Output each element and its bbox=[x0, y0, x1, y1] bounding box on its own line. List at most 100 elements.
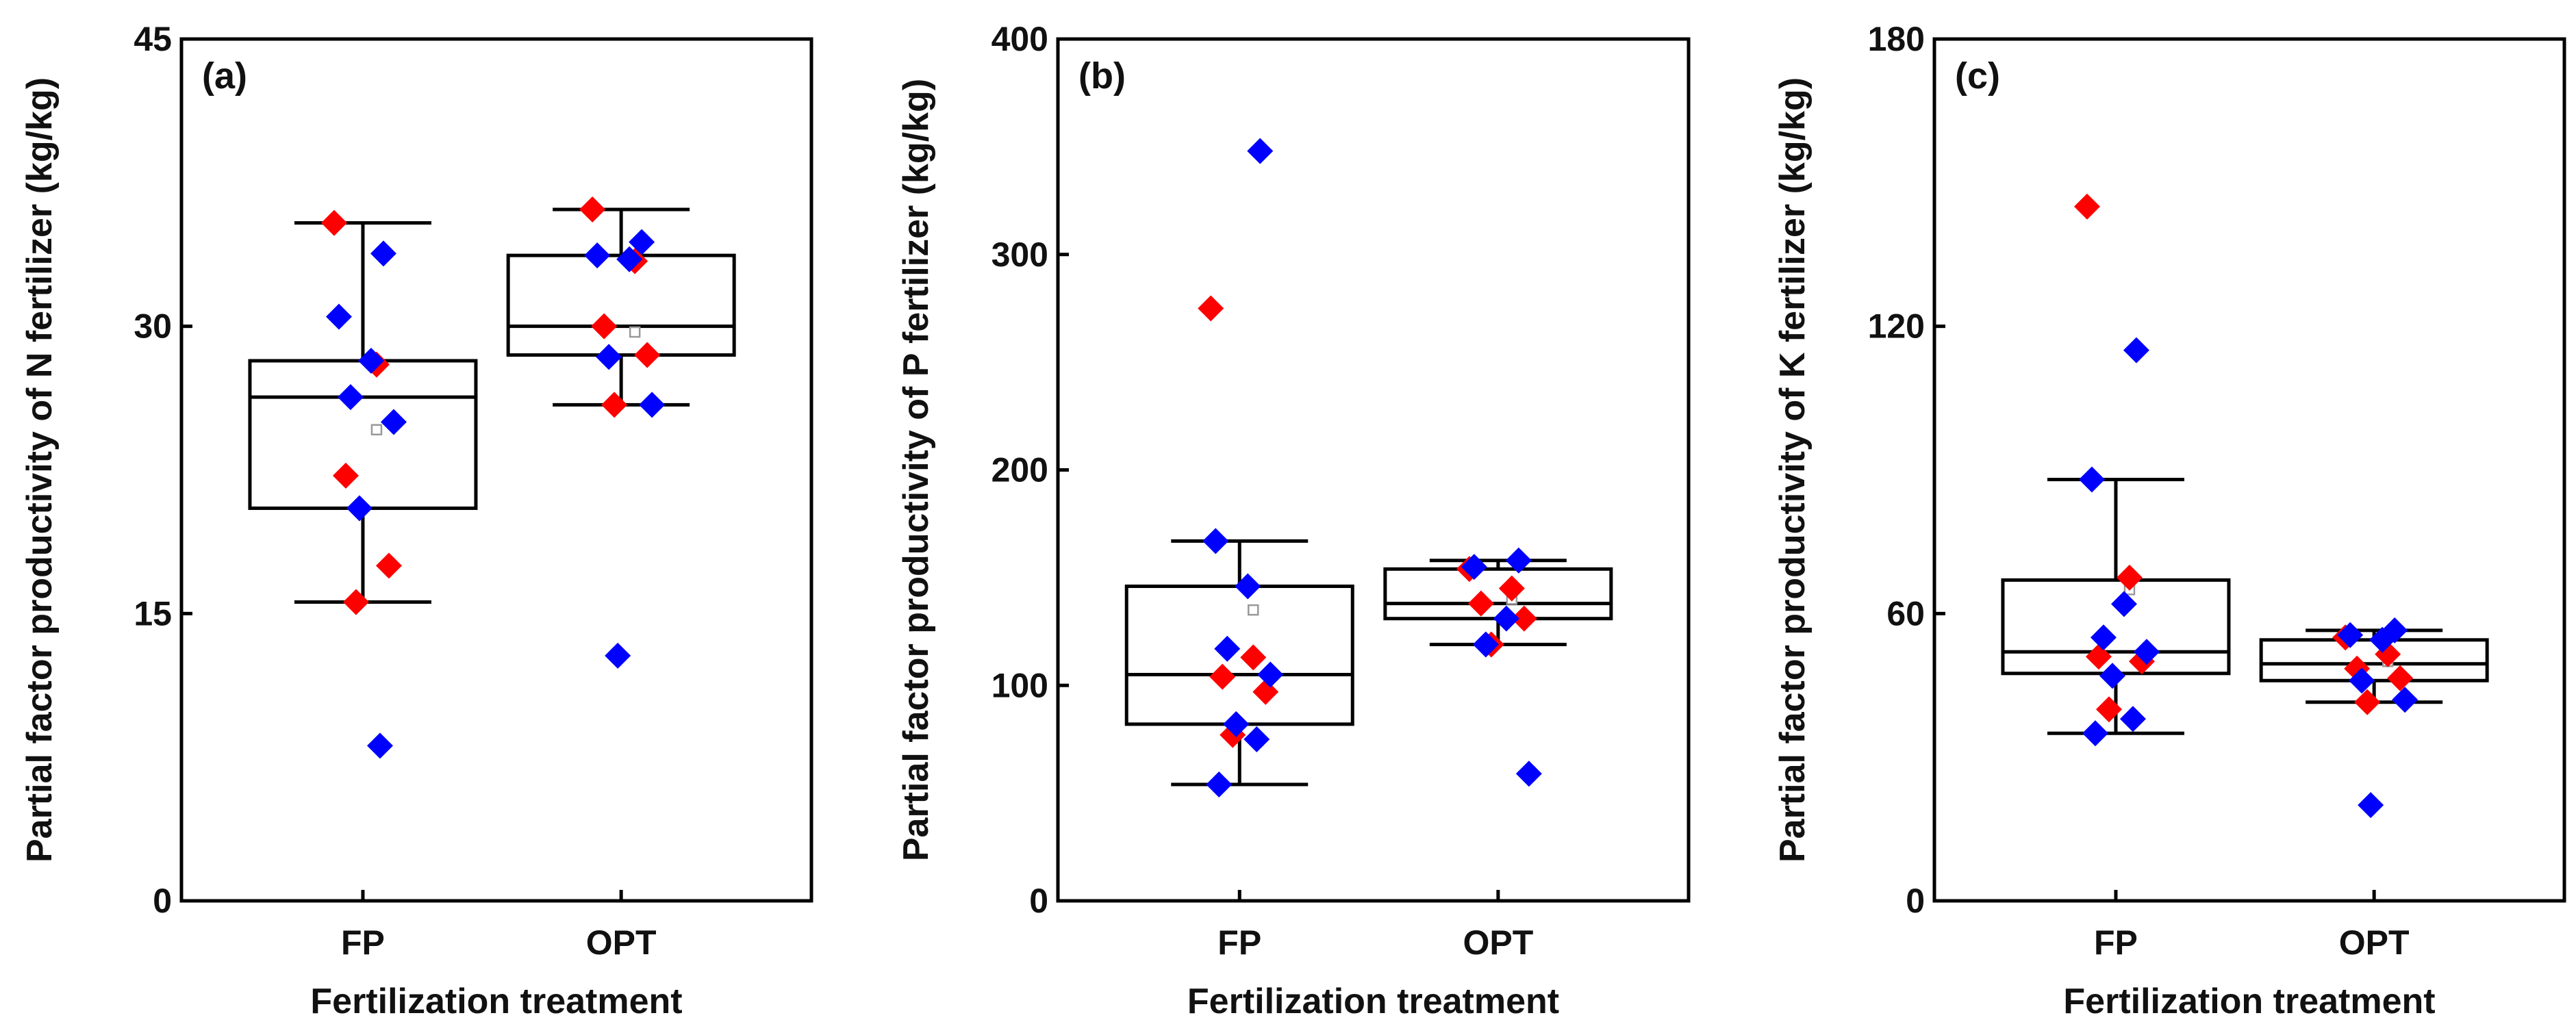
box-OPT bbox=[1383, 559, 1613, 646]
y-tick-label: 120 bbox=[1868, 307, 1925, 346]
data-point-blue bbox=[2392, 687, 2419, 713]
box-mean-marker bbox=[629, 326, 641, 338]
data-point-blue bbox=[1515, 761, 1542, 787]
data-point-blue bbox=[2358, 792, 2384, 819]
x-axis-title: Fertilization treatment bbox=[1187, 982, 1559, 1021]
y-tick-label: 0 bbox=[1029, 882, 1048, 920]
data-point-red bbox=[1467, 590, 1494, 617]
data-point-red bbox=[2116, 564, 2143, 591]
data-point-red bbox=[342, 589, 369, 615]
x-axis-title: Fertilization treatment bbox=[310, 982, 682, 1021]
y-tick-label: 0 bbox=[153, 882, 172, 920]
data-point-red bbox=[2387, 665, 2414, 691]
data-point-blue bbox=[1257, 661, 1284, 688]
box-iqr bbox=[2259, 638, 2489, 682]
y-tick-label: 30 bbox=[134, 307, 172, 346]
data-point-blue bbox=[2082, 720, 2108, 747]
box-FP bbox=[248, 221, 478, 604]
data-point-blue bbox=[1505, 547, 1532, 574]
box-FP bbox=[1124, 539, 1354, 787]
y-tick-label: 100 bbox=[992, 666, 1048, 704]
x-tick-label: FP bbox=[341, 923, 385, 962]
y-axis-title: Partial factor productivity of N fertili… bbox=[20, 77, 60, 863]
data-point-red bbox=[579, 196, 606, 223]
y-axis-title: Partial factor productivity of P fertili… bbox=[896, 79, 936, 861]
data-point-blue bbox=[616, 246, 643, 272]
data-point-blue bbox=[1202, 528, 1229, 554]
panel-2: 0 100 200 300 400 FP OPT Fertilization treatmen… bbox=[896, 20, 1691, 1021]
data-point-blue bbox=[1493, 605, 1519, 632]
box-OPT bbox=[506, 207, 736, 407]
data-point-blue bbox=[2099, 663, 2125, 689]
data-point-blue bbox=[639, 392, 666, 418]
box-mean-marker bbox=[1247, 604, 1259, 616]
panel-3: 0 60 120 180 FP OPT Fertilization treatment Par… bbox=[1773, 20, 2566, 1021]
x-axis-title: Fertilization treatment bbox=[2063, 982, 2435, 1021]
data-point-blue bbox=[346, 495, 372, 522]
data-point-red bbox=[634, 342, 661, 368]
data-point-blue bbox=[596, 344, 622, 370]
y-tick-label: 45 bbox=[134, 20, 172, 58]
data-point-blue bbox=[325, 303, 352, 330]
data-point-blue bbox=[1223, 711, 1250, 737]
data-point-red bbox=[320, 209, 347, 236]
x-tick-label: OPT bbox=[586, 923, 657, 962]
plot-frame bbox=[1056, 37, 1691, 903]
data-point-blue bbox=[1461, 554, 1487, 580]
plot-frame bbox=[179, 37, 813, 903]
data-point-red bbox=[375, 552, 402, 579]
data-point-blue bbox=[2337, 622, 2364, 648]
data-point-blue bbox=[2369, 626, 2396, 653]
x-tick-label: OPT bbox=[1463, 923, 1533, 962]
data-point-blue bbox=[629, 229, 655, 255]
data-point-blue bbox=[366, 732, 393, 759]
data-point-blue bbox=[357, 348, 384, 374]
panel-label: (a) bbox=[202, 55, 247, 97]
data-point-blue bbox=[1206, 771, 1233, 798]
data-point-red bbox=[1209, 663, 1236, 690]
box-iqr bbox=[506, 253, 736, 357]
data-point-blue bbox=[2349, 667, 2375, 694]
data-point-red bbox=[591, 313, 618, 340]
y-tick-label: 300 bbox=[992, 235, 1048, 274]
y-tick-label: 15 bbox=[134, 594, 172, 633]
x-tick-label: FP bbox=[2094, 923, 2138, 962]
box-mean-marker bbox=[370, 424, 383, 435]
data-point-blue bbox=[370, 240, 396, 267]
data-point-blue bbox=[1214, 635, 1241, 662]
panel-1: 0 15 30 45 FP OPT Fertilization treatment Parti… bbox=[20, 20, 813, 1021]
data-point-red bbox=[1240, 644, 1267, 671]
data-point-red bbox=[332, 462, 359, 489]
box-iqr bbox=[1124, 584, 1354, 726]
data-point-blue bbox=[1472, 631, 1499, 658]
data-point-red bbox=[2085, 643, 2112, 670]
data-point-blue bbox=[2133, 639, 2160, 665]
data-point-blue bbox=[2123, 337, 2149, 363]
data-point-blue bbox=[605, 642, 631, 669]
y-axis-title: Partial factor productivity of K fertili… bbox=[1773, 77, 1813, 863]
x-tick-label: OPT bbox=[2339, 923, 2410, 962]
data-point-blue bbox=[1235, 573, 1261, 600]
data-point-red bbox=[1198, 295, 1224, 322]
y-tick-label: 60 bbox=[1886, 594, 1925, 633]
data-point-blue bbox=[2119, 706, 2146, 732]
y-tick-label: 0 bbox=[1906, 882, 1925, 920]
box-iqr bbox=[248, 359, 478, 510]
data-point-red bbox=[1511, 605, 1537, 632]
data-point-red bbox=[1498, 575, 1525, 602]
plot-frame bbox=[1932, 37, 2566, 903]
data-point-red bbox=[601, 392, 628, 418]
x-tick-label: FP bbox=[1217, 923, 1261, 962]
data-point-blue bbox=[2078, 466, 2105, 493]
data-point-blue bbox=[337, 384, 364, 411]
data-point-blue bbox=[380, 409, 407, 435]
box-iqr bbox=[1383, 567, 1613, 621]
data-point-red bbox=[2073, 193, 2100, 220]
box-iqr bbox=[2001, 578, 2231, 676]
data-point-red bbox=[2095, 696, 2122, 723]
y-tick-label: 180 bbox=[1868, 20, 1925, 58]
data-point-blue bbox=[2110, 591, 2137, 617]
data-point-blue bbox=[1243, 726, 1270, 752]
panel-label: (c) bbox=[1955, 55, 2000, 97]
